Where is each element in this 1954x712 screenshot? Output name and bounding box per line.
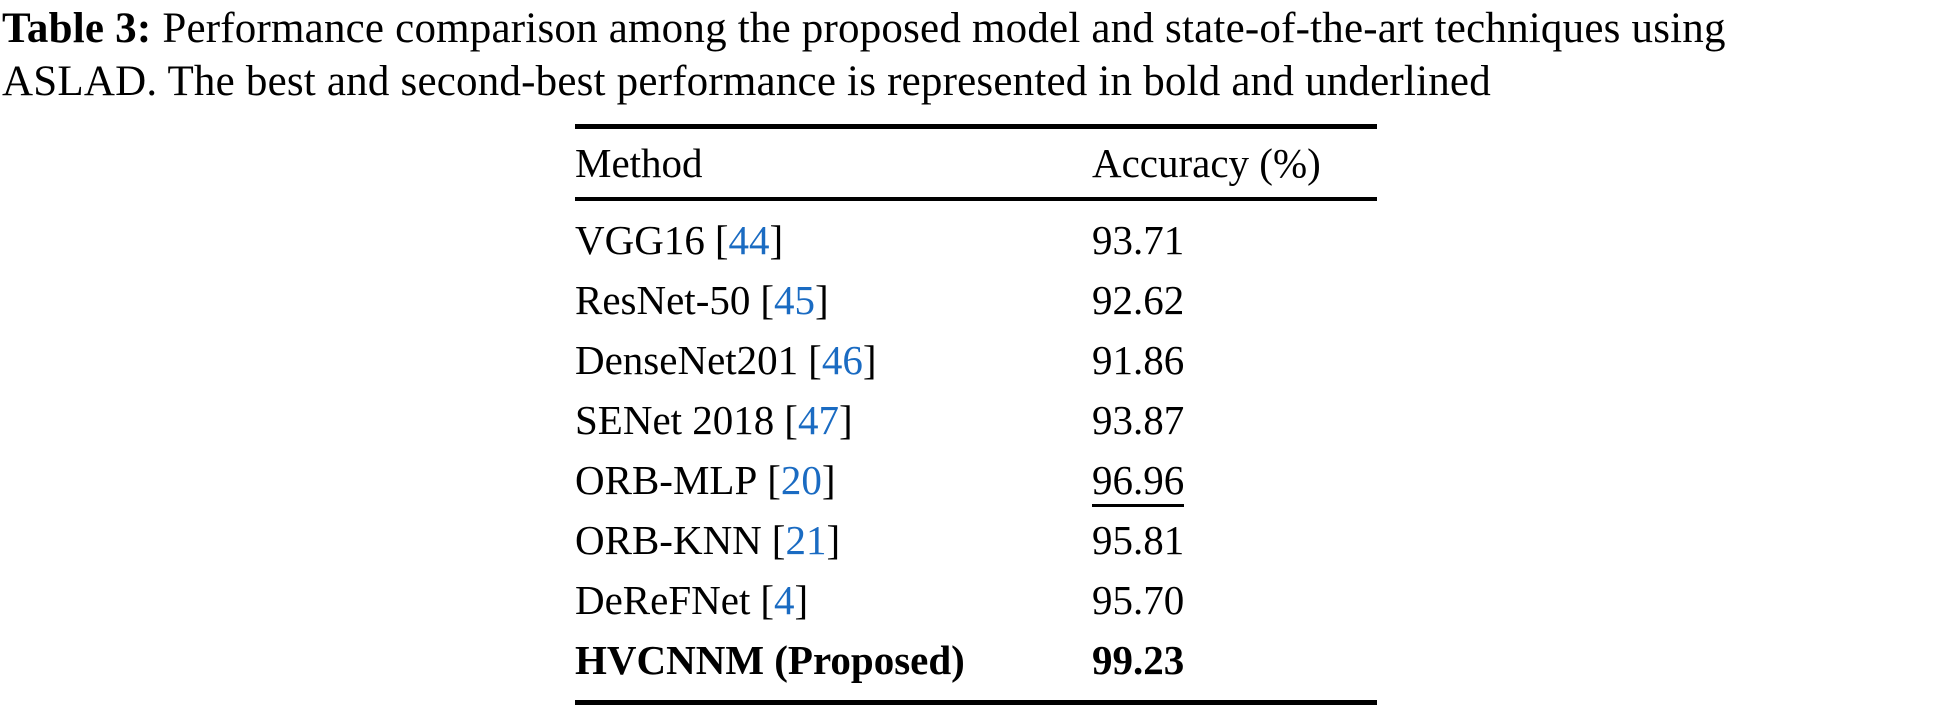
table-row: SENet 2018 [47] 93.87	[575, 390, 1377, 450]
citation-bracket: ]	[838, 397, 853, 443]
citation: [44]	[715, 217, 783, 263]
method-cell: VGG16 [44]	[575, 216, 1092, 264]
method-name: VGG16	[575, 217, 705, 263]
method-name: ResNet-50	[575, 277, 751, 323]
citation: [45]	[760, 277, 828, 323]
method-cell: DenseNet201 [46]	[575, 336, 1092, 384]
table-caption: Table 3: Performance comparison among the…	[2, 2, 1952, 108]
method-name: HVCNNM (Proposed)	[575, 637, 965, 683]
citation-bracket: [	[767, 457, 781, 503]
method-name: ORB-KNN	[575, 517, 762, 563]
accuracy-value: 95.81	[1092, 517, 1185, 563]
citation-link[interactable]: 45	[774, 277, 816, 323]
citation-bracket: ]	[826, 517, 841, 563]
table-row: ORB-MLP [20] 96.96	[575, 450, 1377, 510]
header-accuracy: Accuracy (%)	[1092, 140, 1321, 186]
accuracy-value: 92.62	[1092, 277, 1185, 323]
citation-bracket: [	[808, 337, 822, 383]
caption-text-1: Performance comparison among the propose…	[162, 5, 1726, 52]
table-row: DeReFNet [4] 95.70	[575, 570, 1377, 630]
method-name: DenseNet201	[575, 337, 799, 383]
citation: [4]	[760, 577, 808, 623]
table-row: VGG16 [44] 93.71	[575, 210, 1377, 270]
citation-bracket: [	[760, 577, 775, 623]
accuracy-value: 91.86	[1092, 337, 1185, 383]
citation-link[interactable]: 21	[785, 517, 827, 563]
table-header-row: Method Accuracy (%)	[575, 129, 1377, 201]
citation-link[interactable]: 44	[728, 217, 770, 263]
second-best-value: 96.96	[1092, 457, 1185, 507]
citation-link[interactable]: 46	[821, 337, 863, 383]
method-cell: ORB-MLP [20]	[575, 456, 1092, 504]
citation: [21]	[772, 517, 840, 563]
citation-bracket: ]	[862, 337, 877, 383]
caption-line-2: ASLAD. The best and second-best performa…	[2, 58, 1491, 105]
method-cell: DeReFNet [4]	[575, 576, 1092, 624]
table-row: ORB-KNN [21] 95.81	[575, 510, 1377, 570]
citation-bracket: ]	[815, 277, 829, 323]
citation-bracket: ]	[821, 457, 836, 503]
table-row: DenseNet201 [46] 91.86	[575, 330, 1377, 390]
table-row-proposed: HVCNNM (Proposed) 99.23	[575, 630, 1377, 690]
method-cell: ResNet-50 [45]	[575, 276, 1092, 324]
citation: [20]	[767, 457, 835, 503]
table-body: VGG16 [44] 93.71 ResNet-50 [45] 92.62 Dens…	[575, 201, 1377, 700]
citation-bracket: [	[771, 517, 786, 563]
citation-link[interactable]: 47	[797, 397, 839, 443]
caption-label: Table 3:	[2, 5, 152, 52]
citation: [46]	[808, 337, 876, 383]
accuracy-value: 93.87	[1092, 397, 1185, 443]
accuracy-value: 93.71	[1092, 217, 1185, 263]
citation-link[interactable]: 20	[780, 457, 822, 503]
citation-bracket: ]	[794, 577, 809, 623]
method-cell: HVCNNM (Proposed)	[575, 636, 1092, 684]
citation-link[interactable]: 4	[774, 577, 795, 623]
accuracy-value: 99.23	[1092, 637, 1185, 683]
citation-bracket: ]	[769, 217, 784, 263]
citation-bracket: [	[714, 217, 729, 263]
method-name: DeReFNet	[575, 577, 751, 623]
results-table: Method Accuracy (%) VGG16 [44] 93.71 ResN…	[575, 124, 1377, 705]
accuracy-value: 96.96	[1092, 456, 1377, 507]
method-cell: ORB-KNN [21]	[575, 516, 1092, 564]
method-name: SENet 2018	[575, 397, 775, 443]
method-cell: SENet 2018 [47]	[575, 396, 1092, 444]
method-name: ORB-MLP	[575, 457, 758, 503]
accuracy-value: 95.70	[1092, 577, 1185, 623]
header-method: Method	[575, 140, 703, 186]
citation: [47]	[784, 397, 852, 443]
citation-bracket: [	[784, 397, 798, 443]
citation-bracket: [	[760, 277, 775, 323]
table-row: ResNet-50 [45] 92.62	[575, 270, 1377, 330]
caption-line-1: Table 3: Performance comparison among the…	[2, 2, 1952, 55]
